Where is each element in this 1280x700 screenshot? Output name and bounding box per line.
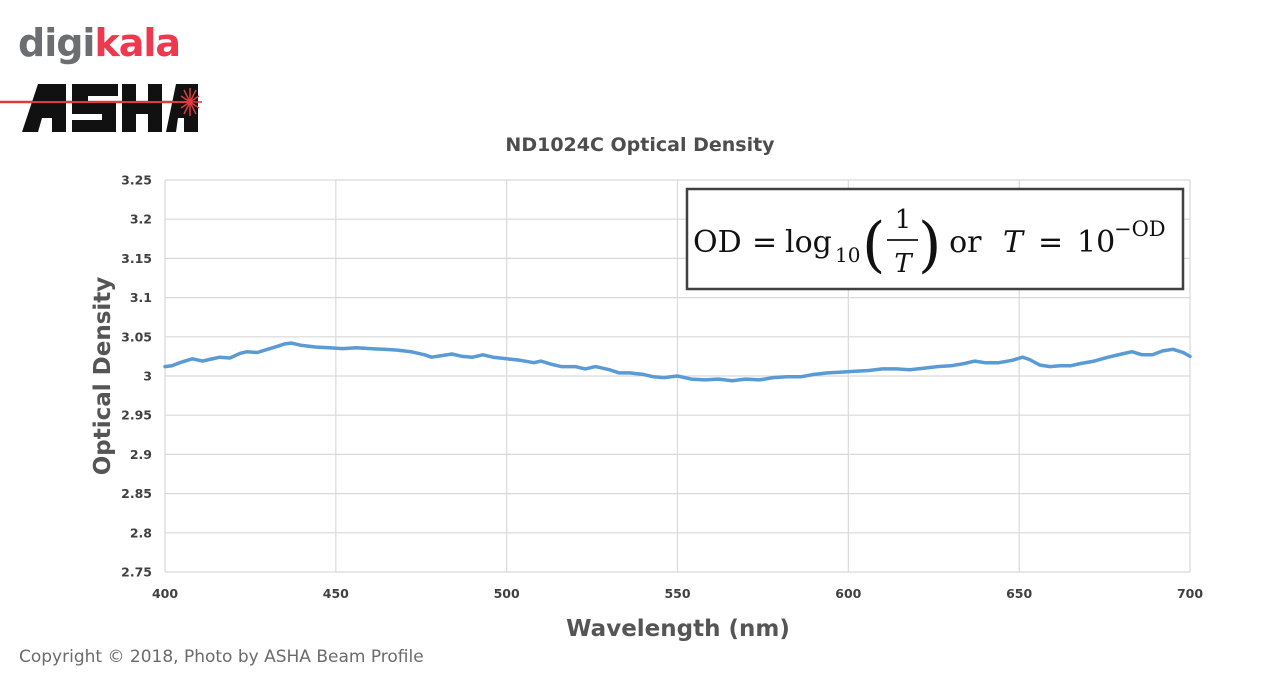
- asha-logo: [0, 84, 202, 132]
- x-tick-label: 600: [835, 586, 861, 601]
- y-tick-label: 3.25: [121, 173, 152, 188]
- y-axis-label: Optical Density: [90, 277, 116, 476]
- x-tick-label: 550: [664, 586, 690, 601]
- y-tick-label: 2.95: [121, 408, 152, 423]
- formula-log-subscript: 10: [835, 243, 860, 267]
- formula-paren-left: (: [862, 210, 885, 280]
- y-tick-label: 3.2: [130, 212, 152, 227]
- formula-equals-1: =: [752, 225, 777, 260]
- y-tick-labels: 3.25 3.2 3.15 3.1 3.05 3 2.95 2.9 2.85 2.8 2.75: [121, 173, 152, 580]
- formula-or: , or: [930, 225, 982, 260]
- y-tick-label: 3.05: [121, 329, 152, 344]
- formula-fraction-denominator: T: [894, 249, 913, 279]
- y-tick-label: 2.85: [121, 486, 152, 501]
- x-axis-label: Wavelength (nm): [566, 616, 790, 642]
- x-tick-label: 500: [494, 586, 520, 601]
- y-tick-label: 3.1: [130, 290, 152, 305]
- formula-od: OD: [693, 225, 742, 260]
- y-tick-label: 2.75: [121, 565, 152, 580]
- x-tick-label: 450: [323, 586, 349, 601]
- y-tick-label: 2.8: [130, 525, 152, 540]
- formula-ten: 10: [1077, 225, 1115, 260]
- digikala-logo-part-gray: digi: [18, 21, 95, 65]
- y-tick-label: 3: [143, 369, 152, 384]
- chart-title: ND1024C Optical Density: [505, 134, 775, 156]
- x-tick-label: 650: [1006, 586, 1032, 601]
- x-tick-label: 400: [152, 586, 178, 601]
- x-tick-labels: 400 450 500 550 600 650 700: [152, 586, 1203, 601]
- digikala-logo: digikala: [18, 21, 181, 65]
- formula-fraction-numerator: 1: [895, 205, 912, 235]
- digikala-logo-part-red: kala: [94, 21, 181, 65]
- y-tick-label: 2.9: [130, 447, 152, 462]
- formula-equals-2: =: [1038, 225, 1063, 260]
- formula-log: log: [785, 225, 832, 260]
- y-tick-label: 3.15: [121, 251, 152, 266]
- copyright-text: Copyright © 2018, Photo by ASHA Beam Pro…: [19, 647, 424, 667]
- formula-exponent: −OD: [1114, 217, 1166, 241]
- x-tick-label: 700: [1177, 586, 1203, 601]
- optical-density-series-line: [163, 341, 1192, 383]
- formula-box: OD = log 10 ( 1 T ) , or T = 10 −OD: [685, 187, 1185, 291]
- formula-t: T: [1003, 225, 1025, 260]
- formula-paren-right: ): [918, 210, 941, 280]
